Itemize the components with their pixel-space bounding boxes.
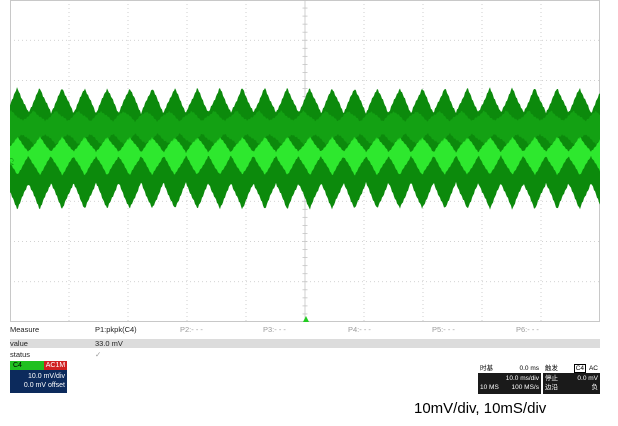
figure-caption: 10mV/div, 10mS/div (414, 400, 547, 417)
timebase-descriptor[interactable]: 时基 0.0 ms 10.0 ms/div 10 MS 100 MS/s (478, 364, 541, 394)
timebase-delay: 0.0 ms (519, 365, 539, 372)
trigger-descriptor[interactable]: 触发 C4 AC 停止 0.0 mV 边沿 负 (543, 364, 600, 394)
channel-offset: 0.0 mV offset (23, 382, 65, 389)
trigger-title: 触发 (545, 365, 558, 372)
channel-c4-descriptor[interactable]: C4 AC1M 10.0 mV/div 0.0 mV offset (10, 361, 67, 393)
param-p4[interactable]: P4:- - - (348, 325, 371, 334)
measure-status-row: status ✓ (10, 350, 600, 359)
measure-header-row: Measure P1:pkpk(C4) P2:- - - P3:- - - P4… (10, 325, 600, 334)
param-p6[interactable]: P6:- - - (516, 325, 539, 334)
p1-value: 33.0 mV (95, 339, 123, 348)
timebase-scale: 10.0 ms/div (505, 375, 539, 382)
trace-core (10, 136, 600, 176)
param-p5[interactable]: P5:- - - (432, 325, 455, 334)
channel-coupling: AC1M (44, 361, 67, 370)
measure-header-label: Measure (10, 325, 40, 334)
channel-scale: 10.0 mV/div (28, 373, 65, 380)
param-p1[interactable]: P1:pkpk(C4) (95, 325, 137, 334)
trigger-mode: 停止 (545, 375, 558, 382)
value-row-bar (10, 339, 600, 348)
timebase-samples: 10 MS (480, 384, 499, 391)
trigger-position-marker[interactable] (303, 316, 309, 322)
trigger-type: 边沿 (545, 384, 558, 391)
trace-overlay (10, 109, 600, 146)
trigger-level: 0.0 mV (577, 375, 598, 382)
param-p2[interactable]: P2:- - - (180, 325, 203, 334)
timebase-title: 时基 (480, 365, 493, 372)
trigger-coupling: AC (588, 365, 598, 372)
p1-status-check: ✓ (95, 350, 102, 359)
measure-value-row: value 33.0 mV (10, 339, 600, 348)
status-row-label: status (10, 350, 31, 359)
trigger-channel: C4 (573, 364, 586, 373)
channel-name: C4 (10, 361, 47, 370)
param-p3[interactable]: P3:- - - (263, 325, 286, 334)
value-row-label: value (10, 339, 28, 348)
waveform-display[interactable]: C4 (10, 0, 600, 322)
trigger-slope: 负 (591, 384, 599, 391)
measure-panel: Measure P1:pkpk(C4) P2:- - - P3:- - - P4… (10, 325, 600, 395)
channel-marker-label[interactable]: C4 (10, 158, 13, 166)
waveform-svg: C4 (10, 0, 600, 322)
timebase-rate: 100 MS/s (511, 384, 539, 391)
